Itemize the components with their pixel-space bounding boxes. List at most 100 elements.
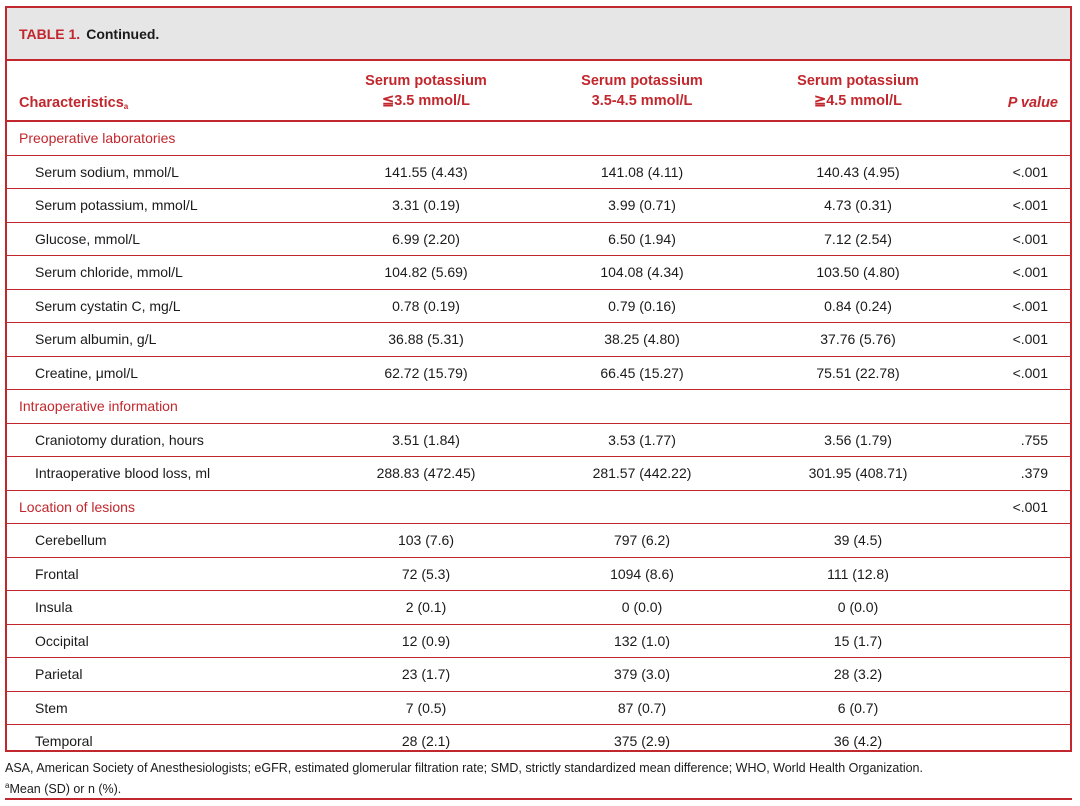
cell-group-mid: 6.50 (1.94) (608, 230, 676, 247)
header-characteristics: Characteristics a (7, 61, 318, 120)
footnotes: ASA, American Society of Anesthesiologis… (5, 760, 923, 798)
table-label: TABLE 1. (19, 25, 81, 42)
row-label: Serum potassium, mmol/L (35, 197, 198, 214)
cell-p-value: <.001 (1012, 331, 1048, 348)
header-group-low-line1: Serum potassium (365, 73, 487, 89)
header-characteristics-label: Characteristics (19, 95, 124, 111)
cell-group-mid: 3.99 (0.71) (608, 197, 676, 214)
row-label: Frontal (35, 565, 79, 582)
section-row: Intraoperative information (7, 390, 1070, 424)
cell-group-mid: 0 (0.0) (621, 599, 663, 616)
cell-group-mid: 0.79 (0.16) (608, 297, 676, 314)
table-frame: TABLE 1. Continued. Characteristics a Ser… (5, 6, 1072, 752)
row-label: Serum sodium, mmol/L (35, 163, 179, 180)
table-row: Cerebellum 103 (7.6) 797 (6.2) 39 (4.5) (7, 524, 1070, 558)
cell-group-high: 28 (3.2) (833, 666, 883, 683)
section-row: Preoperative laboratories (7, 122, 1070, 156)
cell-group-low: 0.78 (0.19) (392, 297, 460, 314)
cell-p-value: <.001 (1012, 163, 1048, 180)
cell-group-low: 36.88 (5.31) (388, 331, 464, 348)
header-group-mid-line2: 3.5-4.5 mmol/L (591, 93, 693, 109)
cell-group-high: 39 (4.5) (833, 532, 883, 549)
cell-group-low: 72 (5.3) (401, 565, 451, 582)
cell-group-mid: 797 (6.2) (613, 532, 671, 549)
table-row: Intraoperative blood loss, ml 288.83 (472… (7, 457, 1070, 491)
cell-group-high: 3.56 (1.79) (824, 431, 892, 448)
cell-group-high: 0 (0.0) (837, 599, 879, 616)
cell-group-low: 28 (2.1) (401, 733, 451, 750)
row-label: Serum cystatin C, mg/L (35, 297, 181, 314)
table-row: Insula 2 (0.1) 0 (0.0) 0 (0.0) (7, 591, 1070, 625)
footnote-note-text: Mean (SD) or n (%). (9, 782, 122, 797)
header-group-low-line2: ≦3.5 mmol/L (382, 93, 470, 109)
cell-group-low: 23 (1.7) (401, 666, 451, 683)
cell-group-mid: 38.25 (4.80) (604, 331, 680, 348)
row-label: Intraoperative information (19, 398, 178, 415)
table-body: Preoperative laboratories Serum sodium, m… (7, 122, 1070, 758)
cell-group-high: 301.95 (408.71) (808, 465, 908, 482)
cell-group-low: 62.72 (15.79) (384, 364, 468, 381)
row-label: Serum albumin, g/L (35, 331, 157, 348)
cell-group-low: 103 (7.6) (397, 532, 455, 549)
cell-group-high: 15 (1.7) (833, 632, 883, 649)
row-label: Cerebellum (35, 532, 107, 549)
cell-group-low: 288.83 (472.45) (376, 465, 476, 482)
table-row: Temporal 28 (2.1) 375 (2.9) 36 (4.2) (7, 725, 1070, 758)
cell-group-high: 140.43 (4.95) (816, 163, 900, 180)
header-group-mid-line1: Serum potassium (581, 73, 703, 89)
table-caption-text: Continued. (86, 25, 160, 42)
table-row: Craniotomy duration, hours 3.51 (1.84) 3.5… (7, 424, 1070, 457)
cell-group-high: 103.50 (4.80) (816, 264, 900, 281)
cell-group-mid: 375 (2.9) (613, 733, 671, 750)
cell-group-high: 111 (12.8) (827, 565, 889, 582)
cell-group-low: 12 (0.9) (401, 632, 451, 649)
row-label: Stem (35, 699, 68, 716)
row-label: Preoperative laboratories (19, 130, 176, 147)
footnote-marker: a (5, 781, 10, 790)
table-row: Parietal 23 (1.7) 379 (3.0) 28 (3.2) (7, 658, 1070, 692)
table-row: Creatine, μmol/L 62.72 (15.79) 66.45 (15.2… (7, 357, 1070, 390)
cell-group-high: 36 (4.2) (833, 733, 883, 750)
header-footnote-marker: a (123, 102, 129, 111)
cell-group-low: 6.99 (2.20) (392, 230, 460, 247)
header-group-high-line2: ≧4.5 mmol/L (814, 93, 902, 109)
table-header: Characteristics a Serum potassium ≦3.5 mm… (7, 61, 1070, 122)
cell-group-low: 3.51 (1.84) (392, 431, 460, 448)
cell-group-high: 4.73 (0.31) (824, 197, 892, 214)
cell-group-low: 104.82 (5.69) (384, 264, 468, 281)
row-label: Glucose, mmol/L (35, 230, 141, 247)
cell-group-low: 141.55 (4.43) (384, 163, 468, 180)
row-label: Occipital (35, 632, 89, 649)
cell-group-mid: 281.57 (442.22) (592, 465, 692, 482)
table-row: Serum albumin, g/L 36.88 (5.31) 38.25 (4.8… (7, 323, 1070, 357)
table-row: Frontal 72 (5.3) 1094 (8.6) 111 (12.8) (7, 558, 1070, 591)
row-label: Serum chloride, mmol/L (35, 264, 183, 281)
row-label: Craniotomy duration, hours (35, 431, 204, 448)
cell-p-value: .755 (1020, 431, 1048, 448)
table-row: Serum sodium, mmol/L 141.55 (4.43) 141.08 … (7, 156, 1070, 189)
row-label: Location of lesions (19, 498, 135, 515)
table-row: Stem 7 (0.5) 87 (0.7) 6 (0.7) (7, 692, 1070, 725)
section-row: Location of lesions <.001 (7, 491, 1070, 524)
footnote-abbreviations: ASA, American Society of Anesthesiologis… (5, 761, 923, 775)
cell-group-mid: 379 (3.0) (613, 666, 671, 683)
row-label: Intraoperative blood loss, ml (35, 465, 211, 482)
cell-p-value: .379 (1020, 465, 1048, 482)
cell-p-value: <.001 (1012, 498, 1048, 515)
cell-p-value: <.001 (1012, 230, 1048, 247)
cell-group-mid: 141.08 (4.11) (600, 163, 684, 180)
table-row: Serum cystatin C, mg/L 0.78 (0.19) 0.79 (0… (7, 290, 1070, 323)
cell-group-mid: 132 (1.0) (613, 632, 671, 649)
table-row: Occipital 12 (0.9) 132 (1.0) 15 (1.7) (7, 625, 1070, 658)
table-row: Glucose, mmol/L 6.99 (2.20) 6.50 (1.94) 7.1… (7, 223, 1070, 256)
cell-group-mid: 3.53 (1.77) (608, 431, 676, 448)
cell-group-high: 7.12 (2.54) (824, 230, 892, 247)
table-caption: TABLE 1. Continued. (7, 8, 1070, 61)
row-label: Parietal (35, 666, 83, 683)
row-label: Temporal (35, 733, 93, 750)
cell-p-value: <.001 (1012, 264, 1048, 281)
cell-p-value: <.001 (1012, 364, 1048, 381)
cell-group-mid: 1094 (8.6) (610, 565, 674, 582)
cell-p-value: <.001 (1012, 297, 1048, 314)
cell-p-value: <.001 (1012, 197, 1048, 214)
